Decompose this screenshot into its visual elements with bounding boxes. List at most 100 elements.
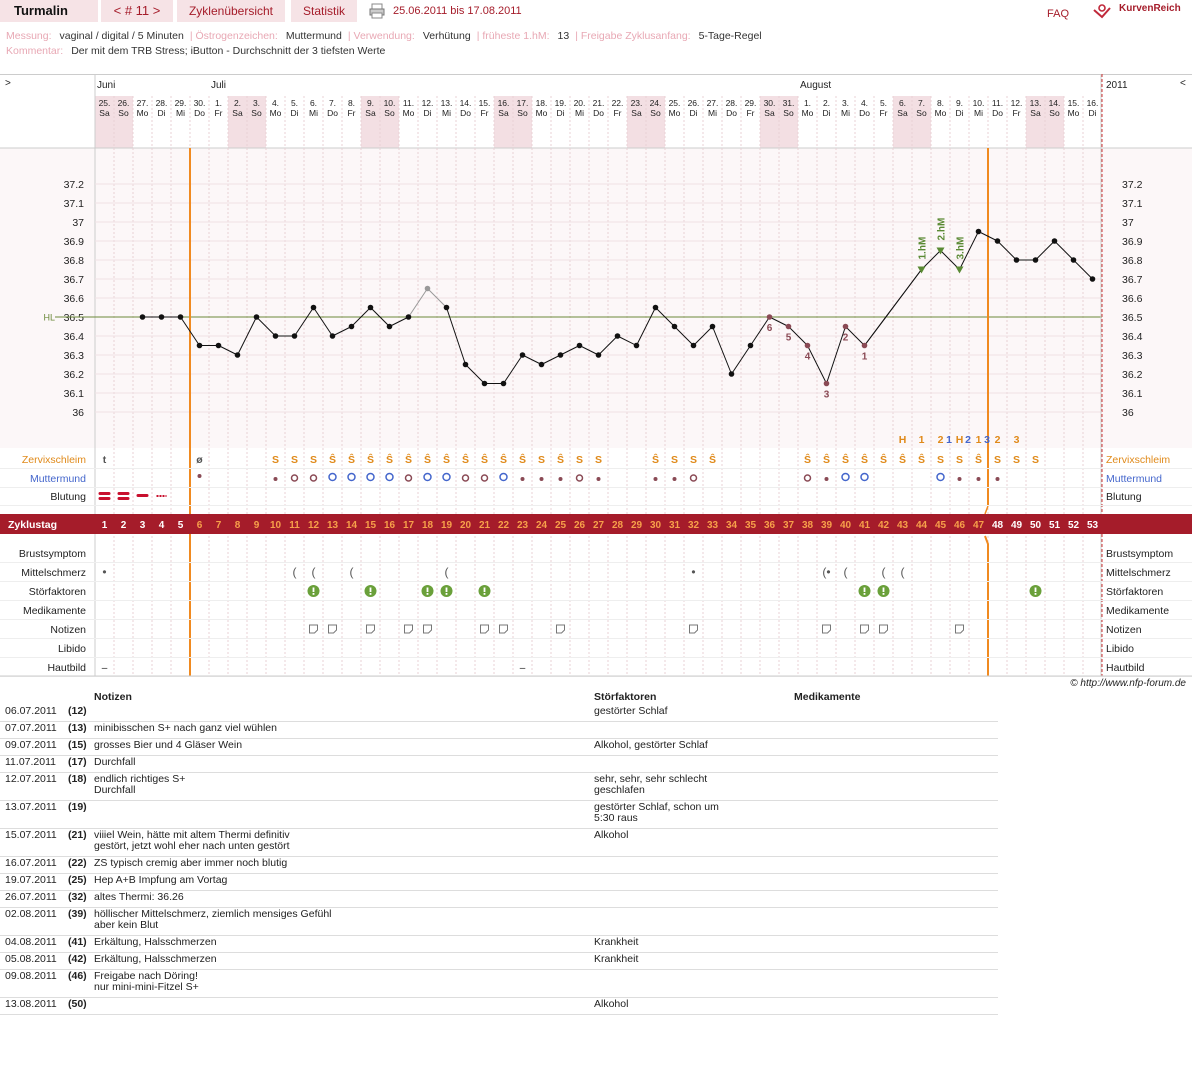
date-label: 2.	[234, 98, 241, 108]
note-cycle-day: (21)	[68, 829, 87, 841]
peak-day-label: 3	[1014, 434, 1020, 446]
temp-line-segment	[731, 345, 751, 375]
date-label: 26.	[118, 98, 130, 108]
cycle-day-number: 43	[897, 520, 909, 531]
temp-point	[652, 304, 659, 311]
cycle-day-number: 18	[422, 520, 434, 531]
note-cycle-day: (13)	[68, 722, 87, 734]
temp-point	[139, 314, 146, 320]
weekday-label: Do	[327, 108, 338, 118]
note-stoer-2: geschlafen	[594, 784, 645, 796]
peak-day-label: 2	[995, 434, 1001, 446]
y-tick-right: 36	[1122, 407, 1134, 419]
row-label-right-zervix: Zervixschleim	[1106, 454, 1170, 466]
temp-line-segment	[503, 354, 523, 384]
print-icon[interactable]	[369, 3, 385, 19]
note-date: 09.08.2011	[5, 970, 57, 982]
y-tick-left: 37.1	[64, 198, 85, 210]
cervix-semi-marker	[689, 474, 698, 482]
y-tick-right: 36.2	[1122, 369, 1143, 381]
note-icon	[328, 624, 337, 634]
faq-link[interactable]: FAQ	[1047, 8, 1070, 20]
y-tick-left: 36.9	[64, 236, 85, 248]
date-label: 27.	[137, 98, 149, 108]
info-value: Muttermund	[285, 30, 342, 42]
hautbild-symbol: –	[102, 663, 108, 674]
notes-row: 15.07.2011 (21) viiiel Wein, hätte mit alt…	[0, 828, 998, 857]
temp-point	[291, 333, 298, 339]
weekday-label: Mo	[935, 108, 947, 118]
cycle-day-number: 4	[159, 520, 165, 531]
notes-row: 05.08.2011 (42) Erkältung, Halsschmerzen Kr…	[0, 952, 998, 970]
mittelschmerz-symbol: (	[445, 565, 449, 579]
nav-left-arrow[interactable]: >	[5, 78, 11, 89]
cycle-day-number: 28	[612, 520, 624, 531]
cycle-day-number: 8	[235, 520, 241, 531]
weekday-label: Sa	[365, 108, 376, 118]
y-tick-right: 36.8	[1122, 255, 1143, 267]
cycle-nav[interactable]: < # 11 >	[101, 0, 173, 22]
temp-point	[633, 342, 640, 349]
note-icon	[556, 624, 565, 634]
notes-row: 26.07.2011 (32) altes Thermi: 36.26	[0, 890, 998, 908]
hm-label: 1.hM	[918, 237, 929, 260]
mucus-symbol: Ŝ	[823, 453, 830, 466]
y-tick-right: 36.9	[1122, 236, 1143, 248]
comment-value: Der mit dem TRB Stress; iButton - Durchs…	[71, 45, 386, 57]
temp-point	[367, 304, 374, 311]
temp-line-segment	[997, 240, 1017, 261]
temp-point	[500, 380, 507, 387]
stoerfaktor-icon-mark	[445, 587, 448, 592]
temp-point	[994, 238, 1001, 244]
temp-point	[329, 333, 336, 339]
cycle-day-number: 30	[650, 520, 662, 531]
cervix-semi-marker	[461, 474, 470, 482]
mucus-symbol: Ŝ	[709, 453, 716, 466]
y-tick-left: 37.2	[64, 179, 85, 191]
weekday-label: Mi	[442, 108, 451, 118]
cycle-day-number: 7	[216, 520, 222, 531]
cycle-day-number: 9	[254, 520, 260, 531]
peak-day-label: 3	[984, 434, 990, 446]
tab-zyklenuebersicht[interactable]: Zyklenübersicht	[177, 0, 285, 22]
weekend-shade	[380, 96, 399, 148]
note-date: 07.07.2011	[5, 722, 57, 734]
date-label: 30.	[194, 98, 206, 108]
weekday-label: Sa	[232, 108, 243, 118]
temp-line-segment	[446, 307, 466, 365]
y-tick-left: 36	[72, 407, 84, 419]
month-label: Juni	[97, 80, 115, 91]
date-label: 15.	[479, 98, 491, 108]
date-label: 30.	[764, 98, 776, 108]
cycle-day-band	[0, 514, 1192, 534]
note-stoer: sehr, sehr, sehr schlecht	[594, 773, 708, 785]
weekday-label: Di	[955, 108, 963, 118]
note-date: 11.07.2011	[5, 756, 56, 768]
peak-day-label: 2	[938, 434, 944, 446]
temp-point	[538, 361, 545, 368]
date-label: 11.	[403, 98, 414, 108]
tab-statistik[interactable]: Statistik	[291, 0, 357, 22]
low-count-label: 3	[824, 390, 830, 401]
mucus-symbol: Ŝ	[899, 453, 906, 466]
cycle-day-number: 13	[327, 520, 339, 531]
weekend-shade	[627, 96, 646, 148]
notes-row: 19.07.2011 (25) Hep A+B Impfung am Vortag	[0, 873, 998, 891]
weekday-label: So	[650, 108, 661, 118]
date-label: 6.	[310, 98, 317, 108]
mucus-symbol: Ŝ	[861, 453, 868, 466]
cervix-open-marker	[366, 472, 375, 482]
y-tick-right: 36.5	[1122, 312, 1143, 324]
date-label: 29.	[175, 98, 187, 108]
month-label: Juli	[211, 80, 226, 91]
y-tick-left: 36.6	[64, 293, 85, 305]
date-label: 16.	[1087, 98, 1099, 108]
mucus-symbol: Ŝ	[842, 453, 849, 466]
cervix-semi-marker	[480, 474, 489, 482]
temp-line-segment	[332, 326, 352, 337]
cycle-day-number: 40	[840, 520, 852, 531]
row-label-right-blutung: Blutung	[1106, 491, 1142, 503]
temp-line-segment	[294, 307, 314, 337]
date-label: 8.	[348, 98, 355, 108]
nav-right-arrow[interactable]: <	[1180, 78, 1186, 89]
